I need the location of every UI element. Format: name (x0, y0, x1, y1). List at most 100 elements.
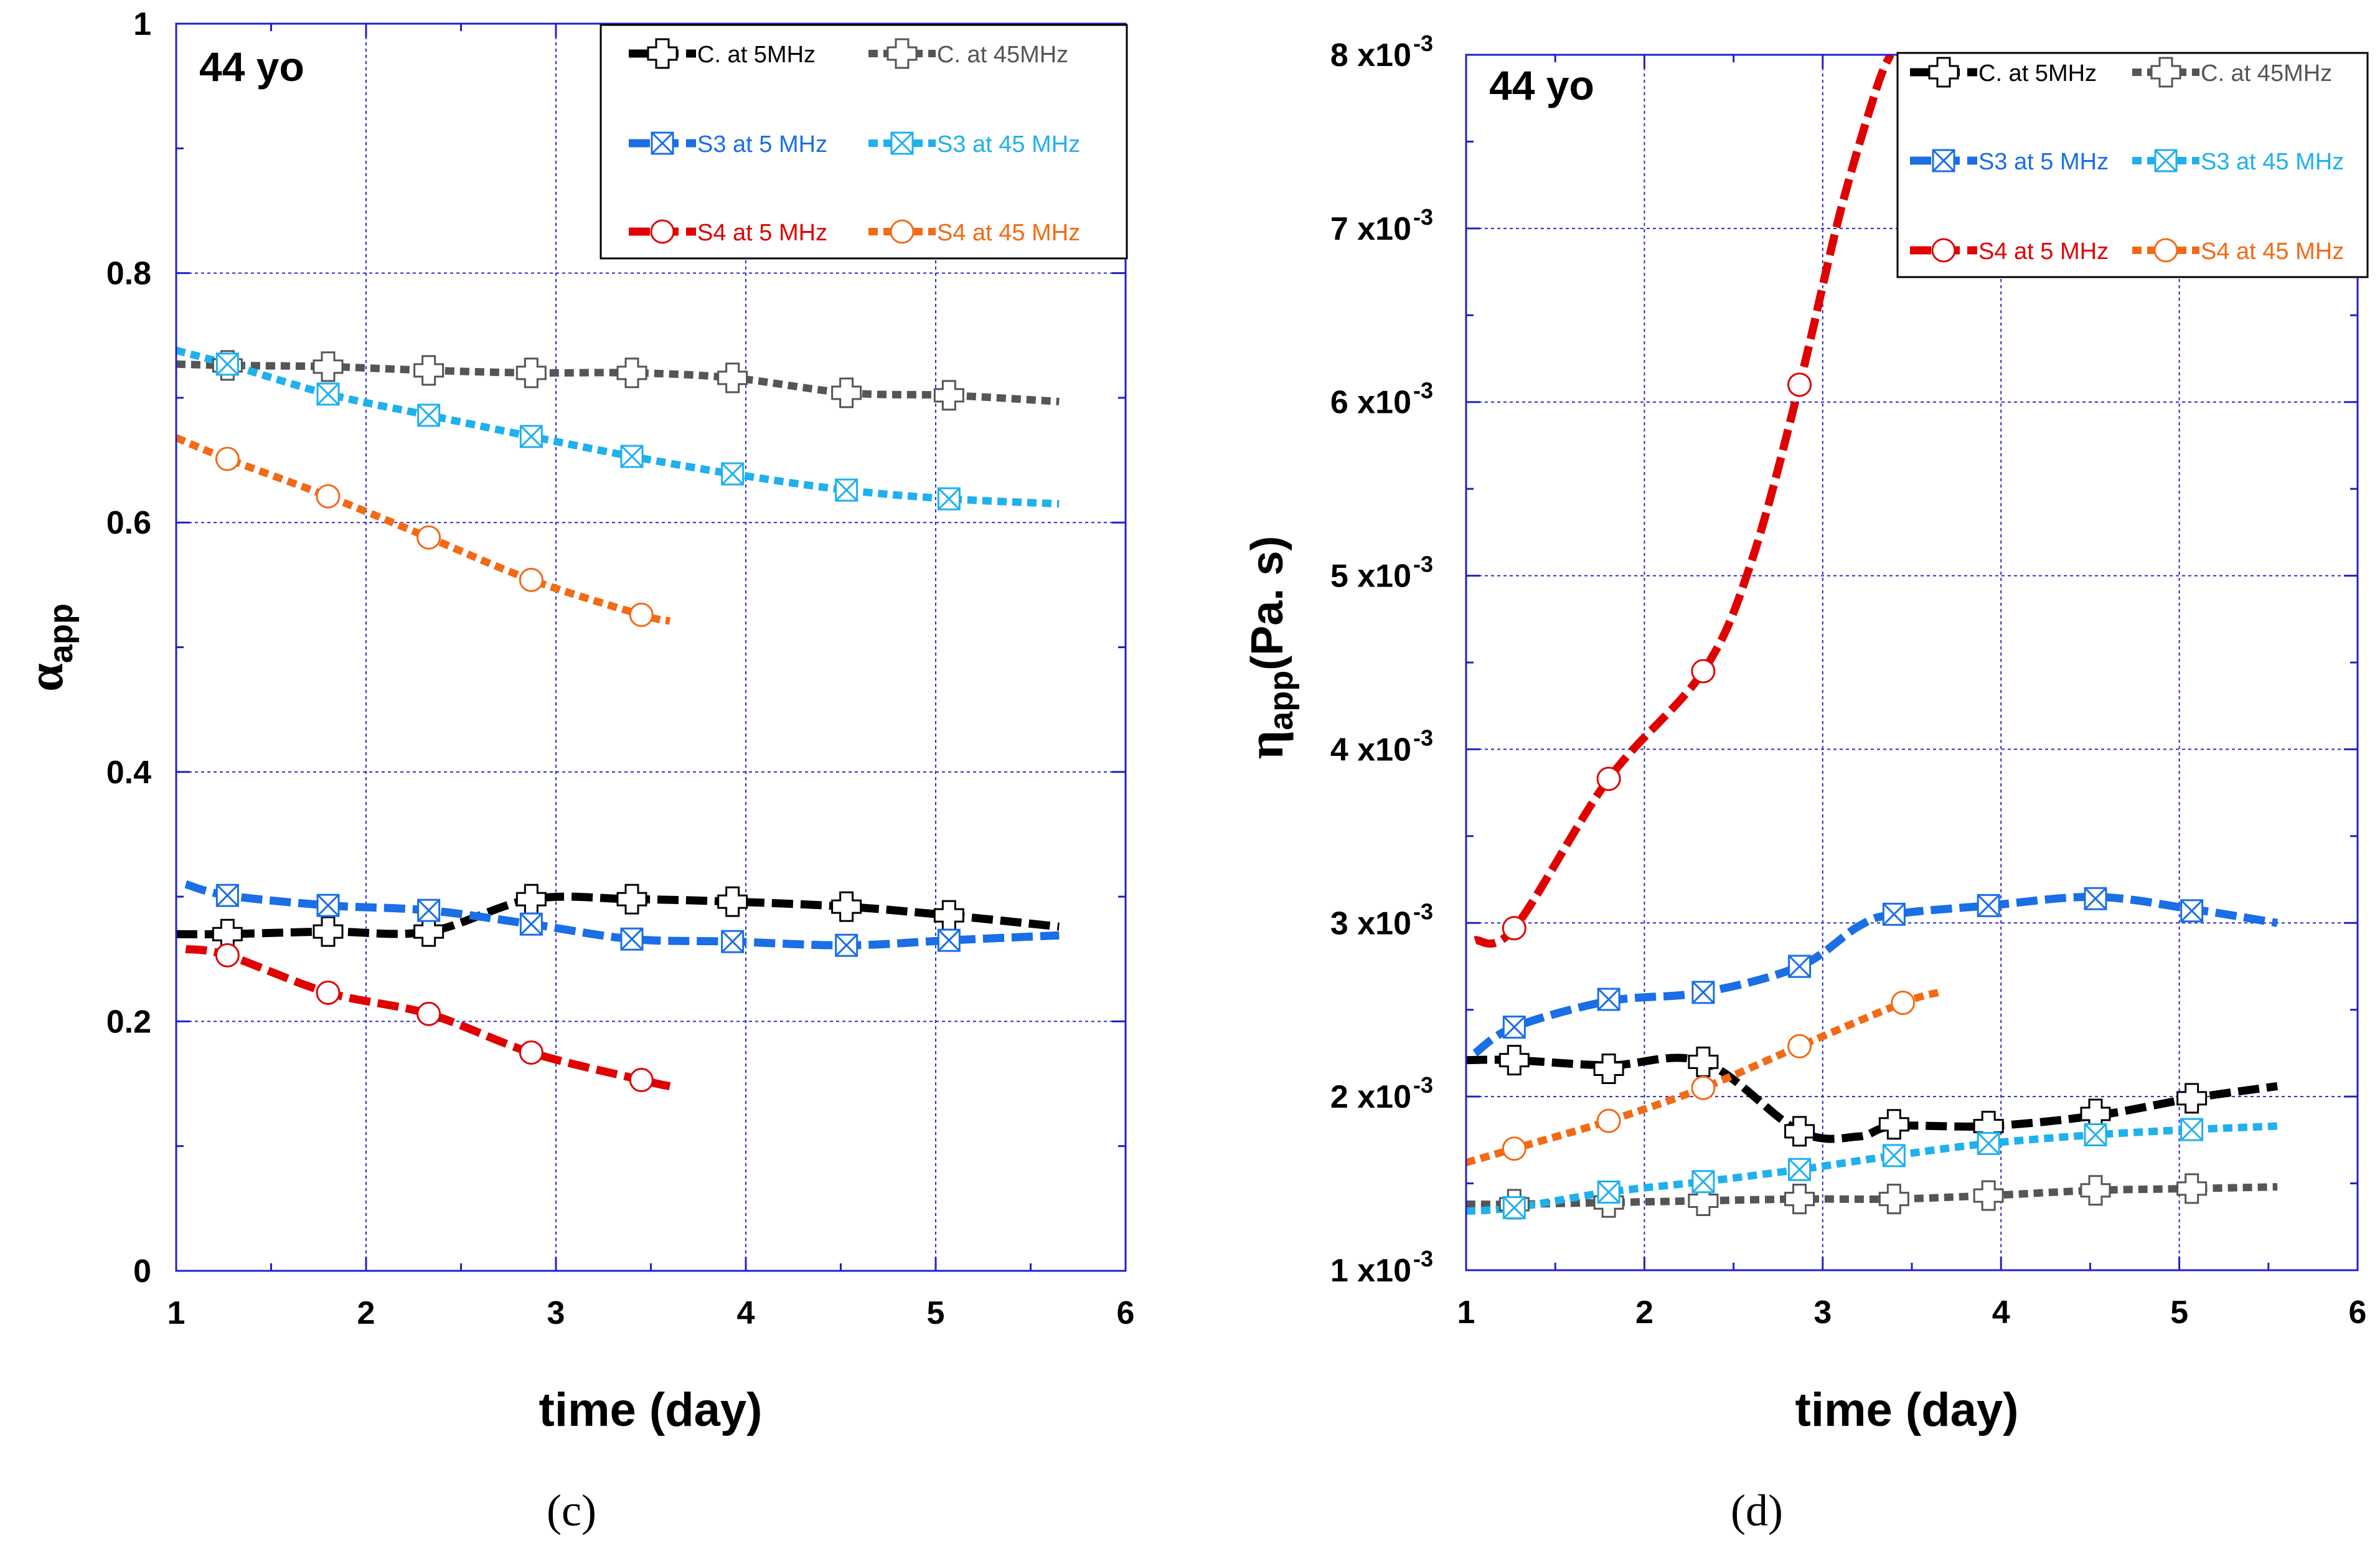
panel-d-annotation: 44 yo (1489, 62, 1594, 108)
panel-d-marker-c5 (1593, 1054, 1624, 1085)
panel-d-legend-swatch-s4-5 (1910, 238, 1977, 263)
legend-swatch-marker (1928, 57, 1959, 88)
panel-d-marker-s4-5 (1596, 766, 1621, 791)
panel-c-x-tick-label: 2 (357, 1295, 375, 1331)
panel-c-line-s3-45 (176, 347, 1060, 508)
panel-c-legend-entry-c5: C. at 5MHz (629, 38, 816, 69)
panel-d-marker-s3-45 (1977, 1131, 2000, 1155)
panel-c-marker-c5 (831, 891, 862, 922)
panel-d-x-tick-label: 1 (1457, 1294, 1475, 1331)
panel-c-marker-s4-5 (215, 943, 240, 968)
panel-c-marker-s3-5 (519, 912, 543, 936)
panel-c-markers (212, 350, 964, 1093)
panel-c-legend-swatch-s3-5 (629, 131, 696, 155)
panel-c-line-c5 (176, 892, 1060, 939)
panel-d-marker-s3-5 (1691, 981, 1715, 1004)
panel-d-legend-entry-c45: C. at 45MHz (2132, 57, 2332, 88)
panel-c-marker-s3-45 (835, 478, 858, 502)
panel-d-legend-entry-s3-45: S3 at 45 MHz (2132, 149, 2344, 175)
panel-c-y-axis-title: αapp (17, 603, 80, 692)
panel-c-marker-s4-45 (519, 567, 543, 592)
panel-d-line-s4-5 (1474, 55, 1894, 948)
panel-c-marker-s4-5 (519, 1040, 543, 1065)
panel-d-y-tick-exponent: -3 (1413, 725, 1433, 750)
panel-d-x-tick-label: 3 (1813, 1294, 1832, 1331)
panel-c-marker-c45 (933, 380, 964, 411)
panel-d-y-tick-exponent: -3 (1413, 31, 1433, 56)
panel-c-legend-label-s4-5: S4 at 5 MHz (697, 220, 827, 246)
panel-d-x-tick-label: 2 (1635, 1294, 1653, 1331)
panel-c-marker-s3-5 (835, 933, 858, 957)
panel-c-x-tick-label: 4 (737, 1295, 755, 1331)
panel-d-legend-label-s4-45: S4 at 45 MHz (2201, 238, 2344, 265)
panel-d-marker-c5 (1498, 1045, 1530, 1076)
panel-d-y-tick-exponent: -3 (1413, 1072, 1433, 1098)
panel-d-legend-swatch-c5 (1910, 57, 1977, 88)
panel-c-legend-swatch-c45 (868, 38, 936, 69)
panel-c-line-c45 (176, 360, 1060, 405)
panel-d-marker-c45 (1878, 1184, 1909, 1215)
panel-d-line-s3-45 (1466, 1122, 2278, 1215)
panel-c-marker-s3-5 (721, 930, 745, 953)
panel-c-y-tick-label: 0.6 (106, 505, 151, 541)
panel-c-y-tick-label: 0.2 (106, 1004, 151, 1040)
panel-c-marker-s3-45 (316, 382, 340, 406)
panel-d-marker-s3-45 (2180, 1118, 2204, 1141)
panel-d-markers (1498, 372, 2208, 1220)
legend-swatch-marker (2150, 57, 2181, 88)
panel-c-series-lines (176, 347, 1060, 1090)
panel-c-legend-label-c45: C. at 45MHz (937, 42, 1068, 68)
panel-c-marker-s4-45 (629, 602, 654, 627)
panel-d-marker-s3-5 (1882, 902, 1906, 926)
panel-d-marker-s3-45 (1502, 1196, 1526, 1220)
panel-c-y-tick-labels: 0 0.2 0.4 0.6 0.8 1 (106, 6, 151, 1290)
panel-d-marker-s3-5 (2180, 899, 2204, 923)
panel-d-legend: C. at 5MHz C. at 45MHz S3 at 5 MHz S3 at… (1896, 52, 2369, 278)
panel-c-marker-c45 (515, 357, 547, 389)
panel-d-legend-swatch-s3-45 (2132, 149, 2199, 172)
panel-c-marker-s3-5 (417, 898, 441, 922)
panel-c-marker-c45 (616, 357, 647, 389)
legend-swatch-marker (2154, 149, 2178, 172)
panel-d-line-c45 (1466, 1183, 2278, 1209)
panel-d-legend-label-s3-5: S3 at 5 MHz (1978, 149, 2109, 175)
panel-c-x-tick-label: 3 (547, 1295, 565, 1331)
panel-c-marker-c5 (515, 884, 547, 915)
panel-c-x-tick-label: 5 (927, 1295, 945, 1331)
panel-d-marker-s3-45 (1788, 1158, 1812, 1181)
panel-d-marker-c5 (2176, 1083, 2208, 1114)
panel-d-marker-s3-5 (1977, 894, 2000, 917)
panel-d-y-tick-label: 2 x10 (1330, 1079, 1411, 1115)
panel-d-legend-box (1896, 52, 2369, 278)
panel-d-legend-label-c45: C. at 45MHz (2201, 60, 2332, 87)
legend-swatch-marker (650, 219, 675, 244)
panel-d-label: (d) (1731, 1486, 1783, 1535)
legend-swatch-marker (647, 38, 678, 69)
panel-d-y-tick-label: 7 x10 (1330, 211, 1411, 247)
panel-d-marker-c5 (1784, 1116, 1815, 1147)
panel-c-x-tick-labels: 1 2 3 4 5 6 (167, 1295, 1135, 1331)
panel-c-marker-c5 (616, 884, 647, 915)
panel-d-marker-s3-5 (1788, 955, 1812, 978)
panel-c-legend-entry-c45: C. at 45MHz (868, 38, 1068, 69)
panel-c-x-tick-label: 1 (167, 1295, 186, 1331)
panel-c-marker-c45 (413, 355, 444, 386)
panel-d-legend-swatch-c45 (2132, 57, 2199, 88)
panel-d-y-tick-label: 5 x10 (1330, 559, 1411, 595)
panel-d-y-tick-exponent: -3 (1413, 204, 1433, 230)
panel-c-legend-label-s4-45: S4 at 45 MHz (937, 220, 1080, 246)
panel-c-marker-s4-45 (416, 525, 441, 550)
panel-c-marker-s4-5 (316, 980, 341, 1005)
panel-d-marker-s3-45 (2084, 1123, 2107, 1146)
legend-swatch-marker (890, 131, 914, 155)
panel-c-marker-s3-5 (215, 884, 239, 907)
panel-c-marker-s3-45 (620, 445, 644, 468)
panel-c-legend: C. at 5MHz C. at 45MHz S3 at 5 MHz S3 at… (600, 24, 1128, 260)
panel-c-legend-swatch-c5 (629, 38, 696, 69)
panel-d-marker-c45 (1688, 1185, 1719, 1216)
panel-c-annotation: 44 yo (199, 44, 304, 90)
legend-swatch-marker (1931, 238, 1956, 263)
panel-c-marker-s3-45 (937, 487, 961, 511)
panel-d-legend-entry-s3-5: S3 at 5 MHz (1910, 149, 2109, 175)
